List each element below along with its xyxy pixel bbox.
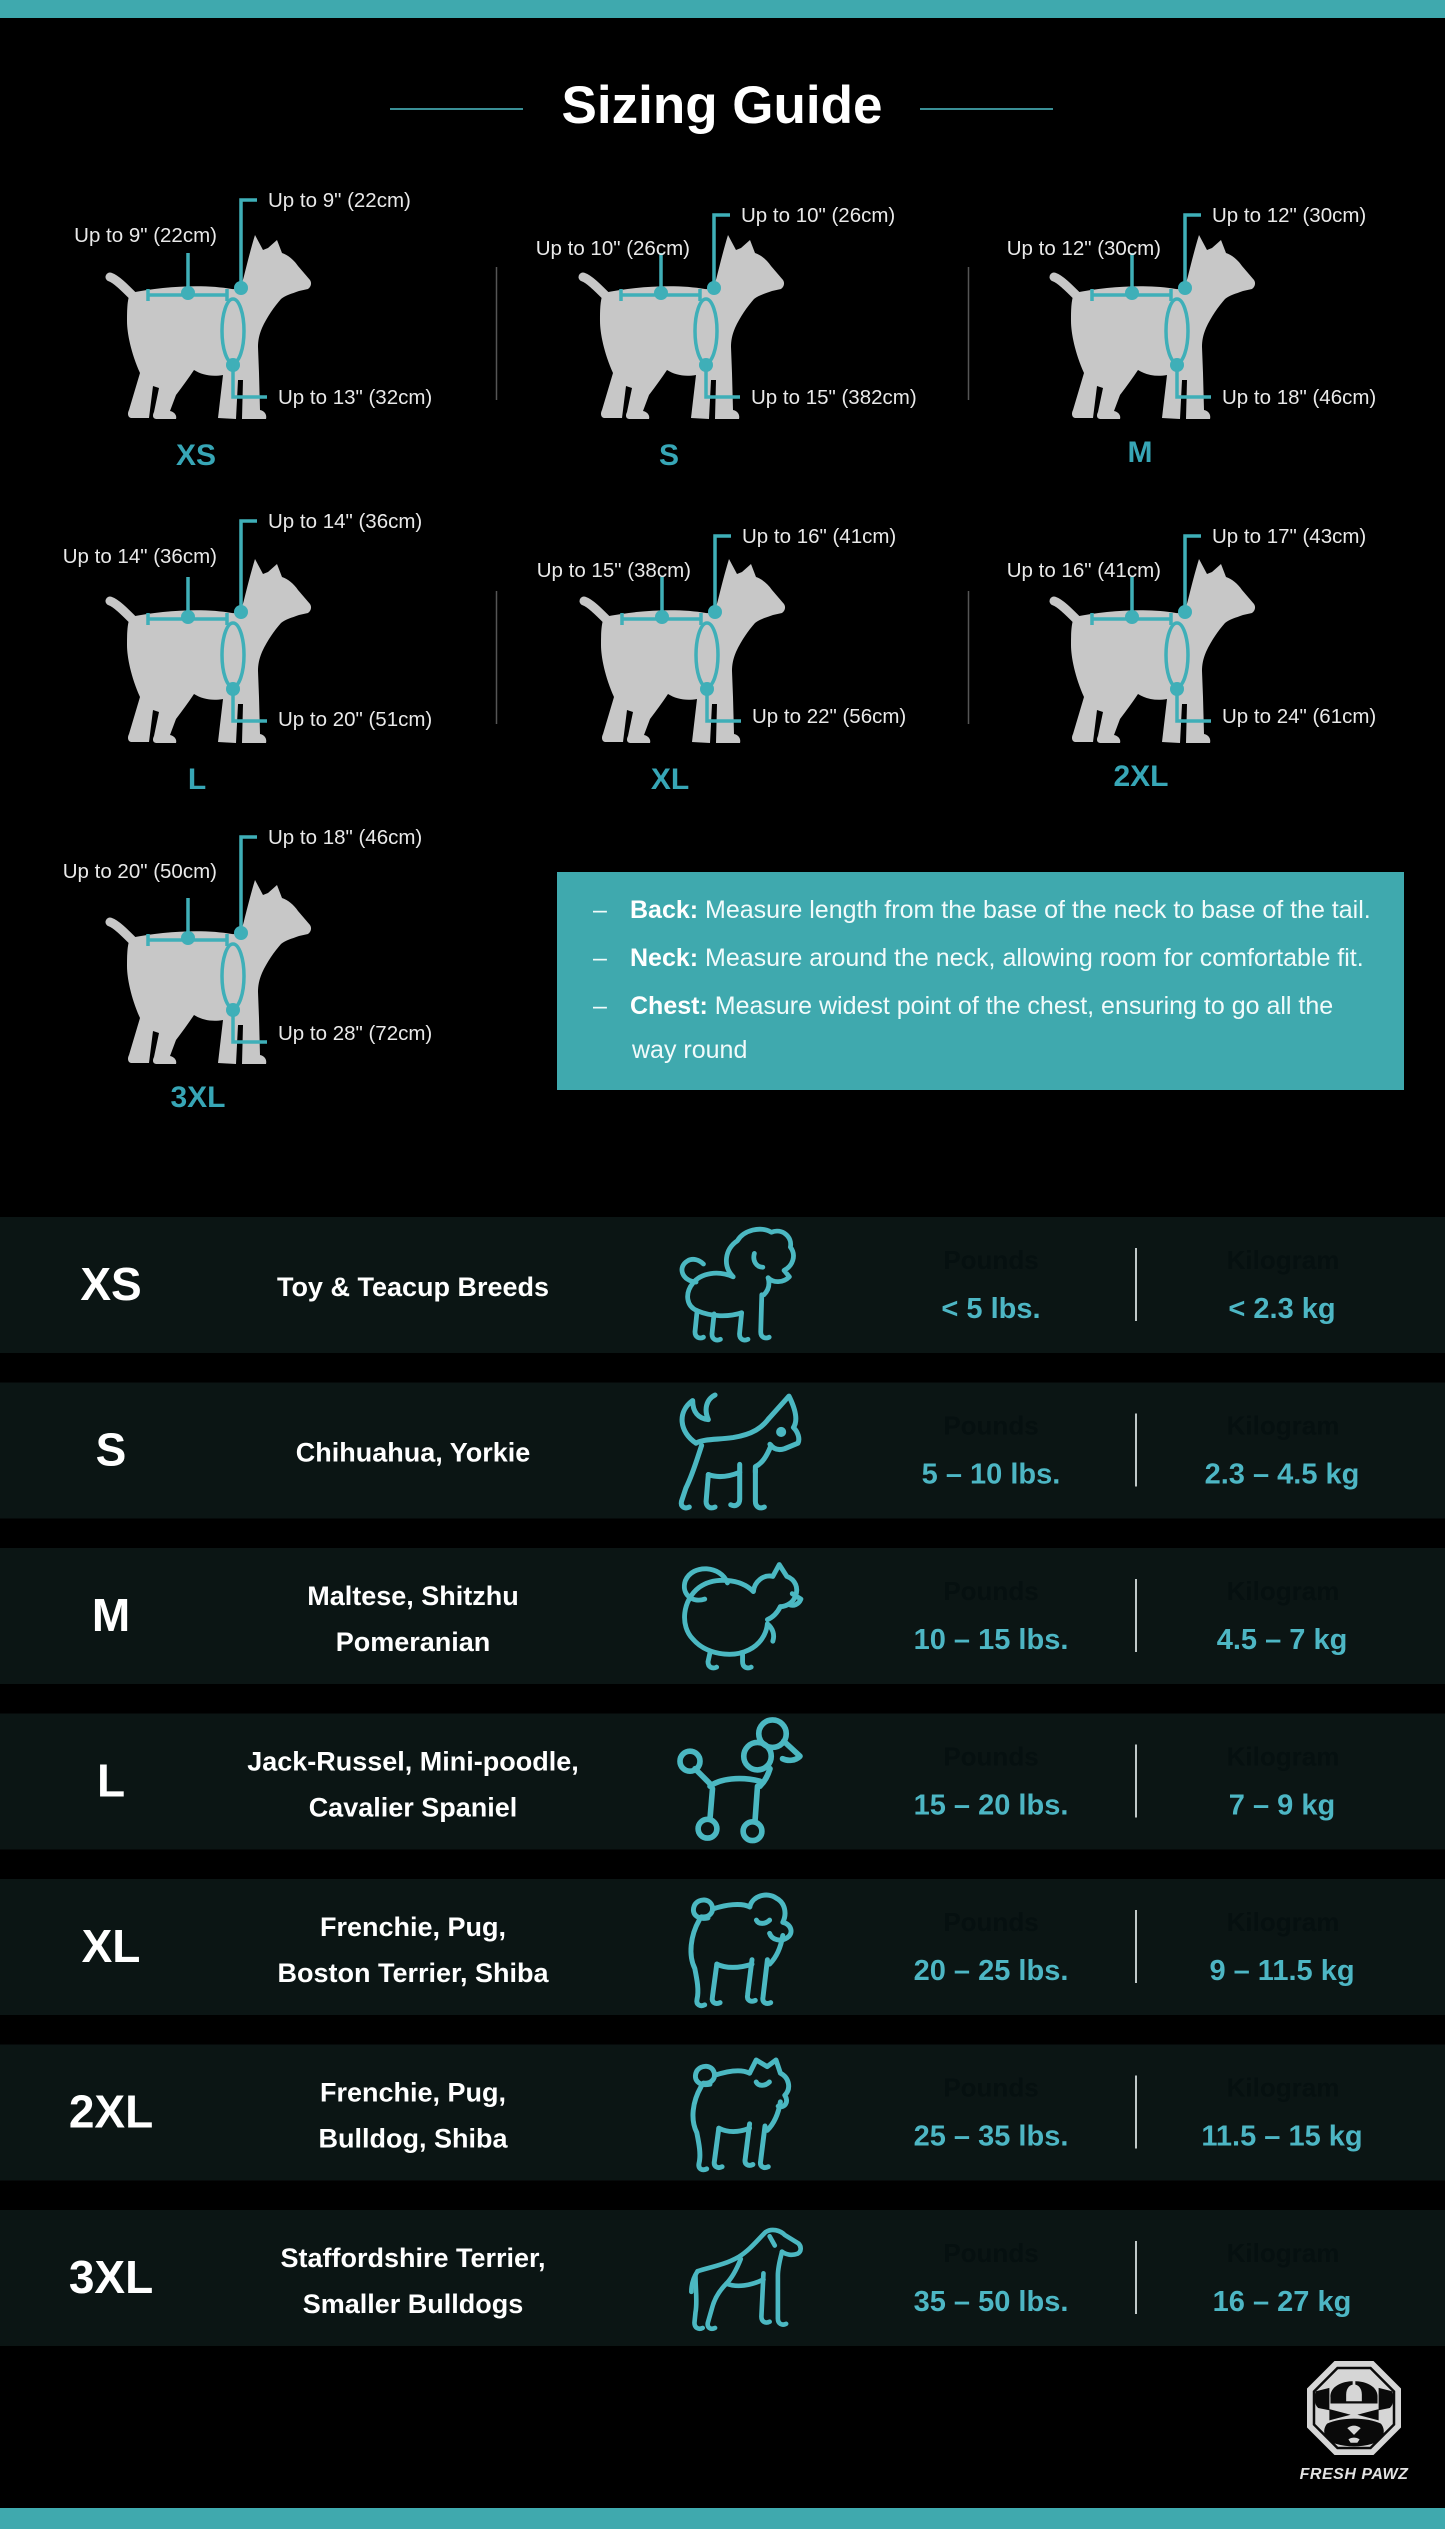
- svg-text:Frenchie, Pug,: Frenchie, Pug,: [320, 1912, 506, 1942]
- svg-text:Kilogram: Kilogram: [1227, 1742, 1340, 1772]
- svg-text:Pounds: Pounds: [943, 2238, 1038, 2268]
- svg-text:25 – 35 lbs.: 25 – 35 lbs.: [914, 2121, 1069, 2153]
- svg-text:2XL: 2XL: [1113, 760, 1168, 793]
- svg-text:Up to 28" (72cm): Up to 28" (72cm): [278, 1022, 432, 1045]
- svg-text:Chest: Measure widest point of: Chest: Measure widest point of the chest…: [630, 992, 1333, 1020]
- svg-text:Jack-Russel, Mini-poodle,: Jack-Russel, Mini-poodle,: [247, 1747, 579, 1777]
- svg-text:Pounds: Pounds: [943, 1411, 1038, 1441]
- svg-text:Up to 15" (382cm): Up to 15" (382cm): [751, 386, 917, 409]
- svg-text:2.3 – 4.5 kg: 2.3 – 4.5 kg: [1205, 1459, 1360, 1491]
- svg-text:10 – 15 lbs.: 10 – 15 lbs.: [914, 1624, 1069, 1656]
- svg-text:Maltese, Shitzhu: Maltese, Shitzhu: [307, 1581, 519, 1611]
- svg-text:Up to 22" (56cm): Up to 22" (56cm): [752, 705, 906, 728]
- svg-text:XL: XL: [82, 1920, 141, 1972]
- svg-text:Up to 10" (26cm): Up to 10" (26cm): [741, 204, 895, 227]
- svg-text:Back: Measure length from the: Back: Measure length from the base of th…: [630, 896, 1371, 924]
- svg-text:Chihuahua, Yorkie: Chihuahua, Yorkie: [296, 1438, 531, 1468]
- svg-text:Kilogram: Kilogram: [1227, 1245, 1340, 1275]
- svg-text:S: S: [659, 439, 679, 472]
- svg-text:Pounds: Pounds: [943, 1742, 1038, 1772]
- svg-text:Kilogram: Kilogram: [1227, 2073, 1340, 2103]
- svg-text:Up to 9" (22cm): Up to 9" (22cm): [268, 189, 411, 212]
- svg-text:Staffordshire Terrier,: Staffordshire Terrier,: [280, 2243, 545, 2273]
- svg-text:11.5 – 15 kg: 11.5 – 15 kg: [1201, 2121, 1362, 2153]
- svg-text:Up to 13" (32cm): Up to 13" (32cm): [278, 386, 432, 409]
- svg-text:XS: XS: [176, 439, 216, 472]
- svg-text:16 – 27 kg: 16 – 27 kg: [1213, 2286, 1352, 2318]
- svg-text:Boston Terrier, Shiba: Boston Terrier, Shiba: [277, 1958, 549, 1988]
- svg-text:–: –: [593, 992, 607, 1020]
- svg-text:Pomeranian: Pomeranian: [336, 1627, 491, 1657]
- svg-text:Up to 17" (43cm): Up to 17" (43cm): [1212, 525, 1366, 548]
- svg-text:Up to 16" (41cm): Up to 16" (41cm): [742, 525, 896, 548]
- svg-text:Up to 18" (46cm): Up to 18" (46cm): [1222, 386, 1376, 409]
- svg-text:35 – 50 lbs.: 35 – 50 lbs.: [914, 2286, 1069, 2318]
- svg-text:Smaller Bulldogs: Smaller Bulldogs: [303, 2289, 524, 2319]
- svg-text:Kilogram: Kilogram: [1227, 2238, 1340, 2268]
- svg-text:7 – 9 kg: 7 – 9 kg: [1229, 1790, 1335, 1822]
- svg-text:Up to 20" (50cm): Up to 20" (50cm): [63, 860, 217, 883]
- svg-text:Frenchie, Pug,: Frenchie, Pug,: [320, 2078, 506, 2108]
- svg-text:Pounds: Pounds: [943, 1576, 1038, 1606]
- svg-text:2XL: 2XL: [69, 2086, 153, 2138]
- svg-text:Up to 14" (36cm): Up to 14" (36cm): [268, 510, 422, 533]
- svg-text:Up to 20" (51cm): Up to 20" (51cm): [278, 708, 432, 731]
- svg-text:S: S: [96, 1424, 127, 1476]
- svg-text:3XL: 3XL: [170, 1081, 225, 1114]
- svg-text:Bulldog, Shiba: Bulldog, Shiba: [319, 2124, 509, 2154]
- svg-text:way round: way round: [631, 1036, 747, 1064]
- svg-text:FRESH PAWZ: FRESH PAWZ: [1300, 2466, 1409, 2483]
- svg-text:Up to 12" (30cm): Up to 12" (30cm): [1007, 237, 1161, 260]
- svg-text:Pounds: Pounds: [943, 1245, 1038, 1275]
- svg-text:4.5 – 7 kg: 4.5 – 7 kg: [1217, 1624, 1348, 1656]
- svg-text:Kilogram: Kilogram: [1227, 1576, 1340, 1606]
- svg-text:9 – 11.5 kg: 9 – 11.5 kg: [1209, 1955, 1354, 1987]
- svg-text:Pounds: Pounds: [943, 1907, 1038, 1937]
- svg-text:XL: XL: [651, 763, 689, 796]
- svg-text:3XL: 3XL: [69, 2251, 153, 2303]
- svg-text:–: –: [593, 944, 607, 972]
- svg-text:Kilogram: Kilogram: [1227, 1907, 1340, 1937]
- svg-text:Up to 14" (36cm): Up to 14" (36cm): [63, 545, 217, 568]
- svg-text:Pounds: Pounds: [943, 2073, 1038, 2103]
- svg-text:Up to 15" (38cm): Up to 15" (38cm): [537, 559, 691, 582]
- svg-text:Up to 16" (41cm): Up to 16" (41cm): [1007, 559, 1161, 582]
- svg-text:Toy & Teacup Breeds: Toy & Teacup Breeds: [277, 1272, 549, 1302]
- svg-text:Sizing Guide: Sizing Guide: [562, 76, 883, 135]
- svg-text:Neck: Measure around the neck,: Neck: Measure around the neck, allowing …: [630, 944, 1364, 972]
- svg-text:< 2.3 kg: < 2.3 kg: [1228, 1293, 1335, 1325]
- svg-text:Up to 10" (26cm): Up to 10" (26cm): [536, 237, 690, 260]
- svg-text:Up to 18" (46cm): Up to 18" (46cm): [268, 826, 422, 849]
- svg-text:< 5 lbs.: < 5 lbs.: [941, 1293, 1040, 1325]
- svg-text:–: –: [593, 896, 607, 924]
- svg-text:L: L: [188, 763, 206, 796]
- svg-text:5 – 10 lbs.: 5 – 10 lbs.: [922, 1459, 1061, 1491]
- svg-text:Up to 24" (61cm): Up to 24" (61cm): [1222, 705, 1376, 728]
- svg-text:Up to 9" (22cm): Up to 9" (22cm): [74, 224, 217, 247]
- svg-text:M: M: [92, 1589, 130, 1641]
- svg-text:XS: XS: [80, 1258, 141, 1310]
- svg-text:15 – 20 lbs.: 15 – 20 lbs.: [914, 1790, 1069, 1822]
- svg-text:Cavalier Spaniel: Cavalier Spaniel: [309, 1793, 518, 1823]
- svg-text:Up to 12" (30cm): Up to 12" (30cm): [1212, 204, 1366, 227]
- svg-text:L: L: [97, 1755, 125, 1807]
- svg-text:20 – 25 lbs.: 20 – 25 lbs.: [914, 1955, 1069, 1987]
- svg-text:Kilogram: Kilogram: [1227, 1411, 1340, 1441]
- svg-text:M: M: [1128, 436, 1153, 469]
